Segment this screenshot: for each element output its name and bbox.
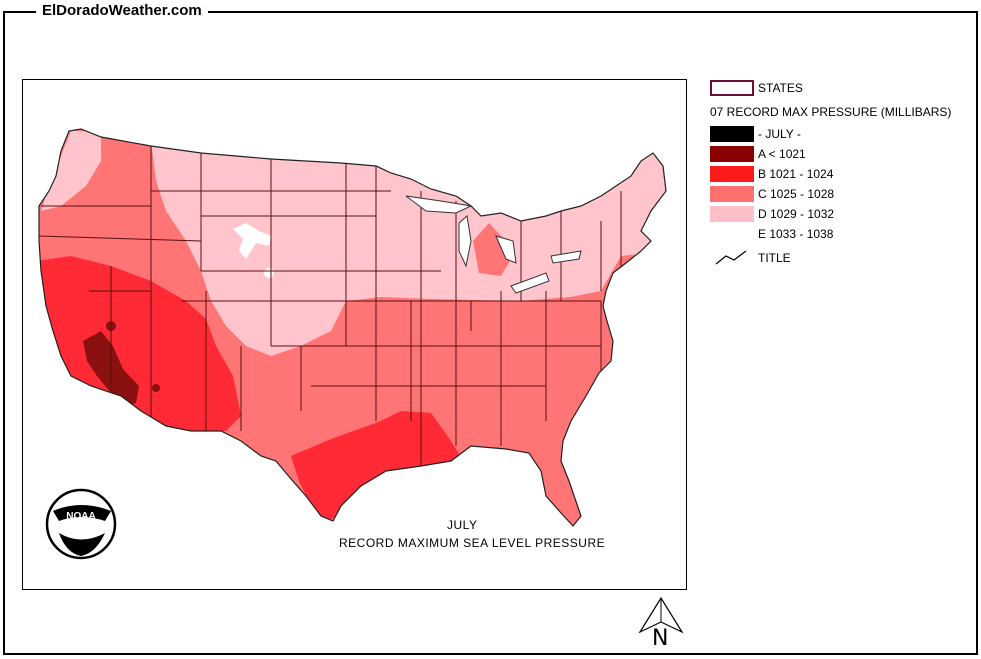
outer-frame (3, 11, 978, 655)
zone-e-spot (264, 268, 274, 278)
map-caption-title: RECORD MAXIMUM SEA LEVEL PRESSURE (339, 536, 606, 550)
legend-title-line: TITLE (710, 248, 791, 268)
zone-b-gulf (291, 411, 463, 523)
legend-swatch (710, 206, 754, 222)
noaa-logo-text: NOAA (66, 511, 95, 522)
zone-d-northwest (41, 131, 101, 211)
legend-swatch (710, 126, 754, 142)
zone-a-spot-az (152, 384, 160, 392)
us-pressure-map: NOAA (38, 128, 667, 560)
legend-item-label: A < 1021 (758, 147, 806, 161)
north-arrow: N (636, 596, 686, 659)
legend-swatch (710, 166, 754, 182)
legend-item-label: E 1033 - 1038 (758, 227, 834, 241)
state-boundaries (38, 128, 667, 527)
legend-title-line-label: TITLE (758, 251, 791, 265)
pressure-zones (39, 129, 666, 526)
north-label: N (652, 626, 669, 651)
legend-swatch (710, 146, 754, 162)
legend-layer-title-text: 07 RECORD MAX PRESSURE (MILLIBARS) (710, 105, 952, 119)
legend-swatch (710, 186, 754, 202)
legend-item-label: B 1021 - 1024 (758, 167, 834, 181)
great-lakes (405, 195, 582, 294)
legend-item-label: D 1029 - 1032 (758, 207, 835, 221)
legend-item-label: C 1025 - 1028 (758, 187, 835, 201)
legend-item-label: - JULY - (758, 127, 801, 141)
legend-swatch (710, 226, 754, 242)
north-arrow-icon (638, 596, 684, 634)
polyline-icon (715, 250, 747, 265)
site-title[interactable]: ElDoradoWeather.com (36, 2, 208, 20)
legend-states-label: STATES (758, 81, 803, 95)
noaa-logo: NOAA (45, 488, 117, 560)
map-caption-month: JULY (447, 518, 478, 532)
zone-c-michigan (473, 223, 511, 276)
states-swatch (710, 80, 754, 96)
zone-e-wyoming (233, 223, 271, 259)
map-panel: NOAA JULY RECORD MAXIMUM SEA LEVEL PRESS… (22, 79, 687, 590)
